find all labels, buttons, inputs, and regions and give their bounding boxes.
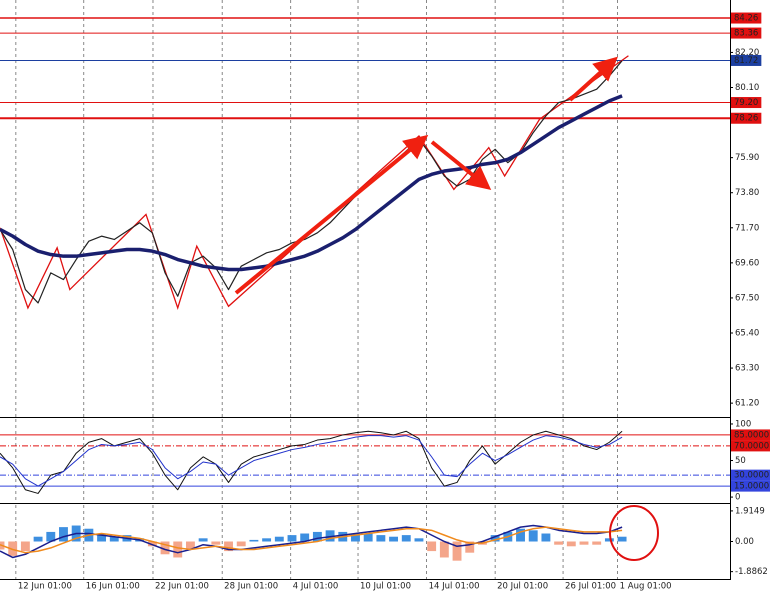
histogram-bar [224, 541, 233, 552]
histogram-bar [249, 539, 259, 542]
y-tick-label: 80.10 [735, 83, 759, 93]
arrow [568, 56, 618, 102]
level-label: 84.26 [734, 14, 758, 24]
series-line [0, 435, 623, 487]
level-label: 70.0000 [734, 441, 769, 451]
x-tick-label: 16 Jun 01:00 [86, 582, 140, 592]
histogram-bar [452, 541, 462, 561]
histogram-bar [376, 535, 386, 542]
level-label-box [731, 54, 762, 66]
histogram-bar [528, 530, 538, 542]
x-tick-label: 20 Jul 01:00 [497, 582, 548, 592]
level-label-box [731, 469, 770, 481]
histogram-bar [579, 541, 589, 545]
y-tick-label: 0.00 [735, 537, 754, 547]
histogram-bar [351, 533, 360, 542]
y-tick-label: 0 [735, 493, 740, 503]
level-label-box [731, 480, 770, 492]
histogram-bar [604, 538, 614, 542]
histogram-bar [97, 533, 107, 542]
level-label-box [731, 112, 762, 124]
y-tick-label: 61.20 [735, 399, 759, 409]
histogram-bar [414, 538, 424, 542]
histogram-bar [617, 536, 627, 542]
y-tick-label: 1.9149 [735, 506, 765, 516]
histogram-bar [262, 538, 272, 542]
histogram-bar [300, 533, 310, 542]
histogram-bar [160, 541, 170, 555]
histogram-bar [490, 535, 500, 542]
histogram-bar [211, 541, 221, 545]
y-tick-label: -1.8862 [735, 567, 768, 577]
histogram-bar [554, 541, 564, 545]
x-tick-label: 4 Jul 01:00 [293, 582, 339, 592]
histogram-bar [109, 536, 119, 542]
level-label: 83.36 [734, 29, 758, 39]
x-tick-label: 1 Aug 01:00 [620, 582, 672, 592]
y-tick-label: 82.20 [735, 48, 759, 58]
histogram-bar [185, 541, 195, 550]
y-tick-label: 100 [735, 419, 751, 429]
x-tick-label: 28 Jun 01:00 [224, 582, 278, 592]
histogram-bar [173, 541, 183, 558]
histogram-bar [287, 535, 297, 542]
level-label: 78.26 [734, 114, 758, 124]
level-label-box [731, 97, 762, 109]
histogram-bar [325, 530, 335, 542]
level-label: 30.0000 [734, 471, 769, 481]
histogram-bar [592, 541, 602, 545]
x-tick-label: 14 Jul 01:00 [429, 582, 480, 592]
histogram-bar [236, 541, 246, 547]
histogram-bar [401, 535, 411, 542]
series-line [0, 526, 623, 554]
level-label: 79.20 [734, 98, 758, 108]
histogram-bar [516, 528, 525, 542]
y-tick-label: 75.90 [735, 153, 759, 163]
histogram-bar [59, 527, 68, 542]
histogram-bar [363, 533, 373, 542]
histogram-bar [566, 541, 576, 547]
x-tick-label: 26 Jul 01:00 [565, 582, 616, 592]
level-label-box [731, 12, 762, 24]
x-tick-label: 10 Jul 01:00 [360, 582, 411, 592]
histogram-bar [198, 538, 208, 542]
histogram-bar [33, 536, 43, 542]
histogram-bar [541, 533, 551, 542]
series-line [0, 94, 623, 272]
x-tick-label: 12 Jun 01:00 [18, 582, 72, 592]
level-label-box [731, 429, 770, 441]
series-line [0, 430, 623, 494]
y-tick-label: 63.30 [735, 364, 759, 374]
highlight-circle [609, 505, 659, 561]
level-label-box [731, 27, 762, 39]
histogram-bar [439, 541, 449, 558]
x-tick-label: 22 Jun 01:00 [155, 582, 209, 592]
level-label: 81.72 [734, 56, 758, 66]
y-tick-label: 67.50 [735, 293, 759, 303]
arrow [430, 140, 492, 191]
y-tick-label: 50 [735, 456, 746, 466]
y-tick-label: 69.60 [735, 258, 759, 268]
arrows [234, 56, 618, 295]
histogram-bar [389, 536, 399, 542]
level-label: 85.0000 [734, 430, 769, 440]
histogram-bar [46, 531, 56, 542]
y-tick-label: 71.70 [735, 223, 759, 233]
arrow [234, 134, 429, 295]
y-tick-label: 73.80 [735, 188, 759, 198]
histogram-bar [20, 541, 30, 552]
histogram-bar [427, 541, 437, 552]
level-label-box [731, 440, 770, 452]
histogram-bar [465, 541, 475, 553]
histogram-bar [312, 531, 322, 542]
level-label: 15.0000 [734, 482, 769, 492]
y-tick-label: 65.40 [735, 328, 759, 338]
histogram-bar [274, 536, 284, 542]
series-line [0, 524, 623, 559]
